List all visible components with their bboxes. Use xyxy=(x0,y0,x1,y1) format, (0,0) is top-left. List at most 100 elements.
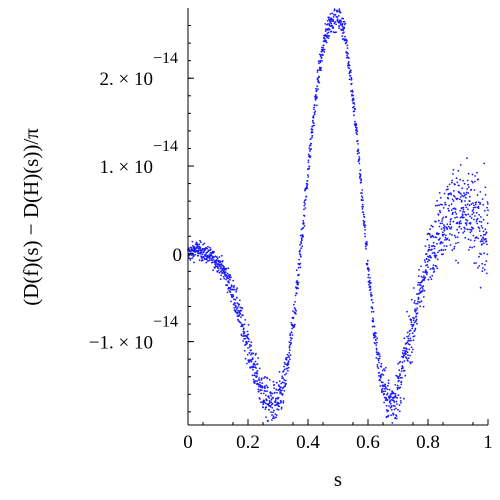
data-point xyxy=(398,369,401,372)
data-point xyxy=(450,218,452,220)
data-point xyxy=(431,234,434,237)
data-point xyxy=(289,358,291,361)
data-point xyxy=(465,218,467,221)
y-tick-exponent: −14 xyxy=(153,138,178,155)
data-point xyxy=(417,297,420,300)
data-point xyxy=(413,317,415,320)
data-point xyxy=(411,332,414,335)
data-point xyxy=(400,383,403,386)
data-point xyxy=(301,245,304,248)
data-point xyxy=(363,216,366,219)
data-point xyxy=(309,150,311,152)
data-point xyxy=(439,196,442,199)
data-point xyxy=(219,260,222,263)
data-point xyxy=(235,305,237,308)
data-point xyxy=(410,346,413,349)
data-point xyxy=(256,363,259,365)
data-point xyxy=(308,147,311,150)
data-point xyxy=(458,221,461,224)
data-point xyxy=(212,269,215,272)
data-point xyxy=(349,74,352,77)
data-point xyxy=(265,384,268,387)
data-point xyxy=(406,310,408,313)
data-point xyxy=(198,243,201,246)
data-point xyxy=(455,259,457,262)
data-point xyxy=(234,302,236,305)
data-point xyxy=(299,249,301,252)
data-point xyxy=(471,213,474,216)
data-point xyxy=(409,354,411,357)
data-point xyxy=(318,76,321,78)
data-point xyxy=(281,375,284,378)
data-point xyxy=(484,194,487,196)
data-point xyxy=(250,360,253,363)
data-point xyxy=(291,337,293,340)
data-point xyxy=(290,321,293,324)
data-point xyxy=(278,380,281,382)
data-point xyxy=(286,353,289,356)
data-point xyxy=(394,394,397,397)
data-point xyxy=(457,241,459,244)
data-point xyxy=(217,269,220,272)
data-point xyxy=(260,392,263,395)
data-point xyxy=(452,173,454,175)
data-point xyxy=(229,291,232,294)
data-point xyxy=(487,209,489,212)
data-point xyxy=(396,384,399,387)
data-point xyxy=(461,206,463,209)
data-point xyxy=(479,286,482,289)
data-point xyxy=(246,353,249,356)
data-point xyxy=(246,330,249,333)
data-point xyxy=(231,285,233,288)
data-point xyxy=(423,275,425,277)
data-point xyxy=(447,207,449,210)
data-point xyxy=(254,364,256,366)
y-tick-label: 1. × 10−14 xyxy=(100,138,179,178)
data-point xyxy=(393,401,396,403)
data-point xyxy=(293,325,296,328)
data-point xyxy=(482,230,485,233)
data-point xyxy=(386,388,389,391)
data-point xyxy=(299,254,302,256)
data-point xyxy=(477,201,480,204)
data-point xyxy=(455,177,458,180)
data-point xyxy=(413,302,416,304)
data-point xyxy=(307,153,310,156)
data-point xyxy=(399,397,402,399)
data-point xyxy=(235,289,238,291)
data-point xyxy=(470,203,473,206)
data-point xyxy=(464,196,467,199)
data-point xyxy=(277,408,280,411)
data-point xyxy=(227,277,230,280)
data-point xyxy=(377,357,379,360)
data-point xyxy=(308,167,310,170)
data-point xyxy=(451,234,453,236)
data-point xyxy=(213,256,216,258)
data-point xyxy=(265,416,267,418)
data-point xyxy=(403,337,406,340)
data-point xyxy=(377,353,379,356)
data-point xyxy=(388,388,391,391)
data-point xyxy=(319,59,322,62)
data-point xyxy=(358,162,361,165)
data-point xyxy=(462,211,464,213)
data-point xyxy=(316,85,319,88)
data-point xyxy=(441,218,444,220)
data-point xyxy=(250,349,252,352)
data-point xyxy=(247,324,250,326)
data-point xyxy=(483,252,485,255)
data-point xyxy=(273,417,276,419)
data-point xyxy=(411,348,414,351)
data-point xyxy=(200,251,203,254)
data-point xyxy=(282,401,285,404)
data-point xyxy=(260,377,263,380)
data-point xyxy=(352,101,355,104)
data-point xyxy=(400,401,402,404)
data-point xyxy=(272,380,275,383)
data-point xyxy=(479,191,482,193)
data-point xyxy=(292,317,295,319)
data-point xyxy=(322,46,324,49)
data-point xyxy=(438,209,441,212)
data-point xyxy=(199,239,201,242)
x-tick-label: 0.4 xyxy=(296,432,320,453)
